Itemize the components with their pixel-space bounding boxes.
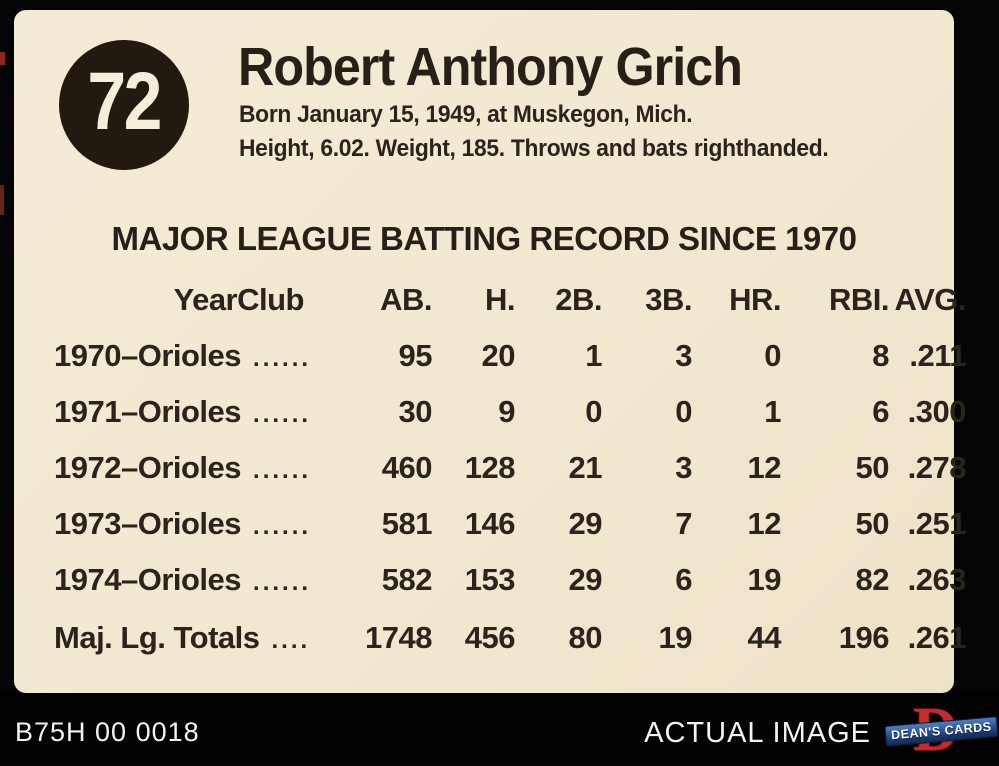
- cell-rbi: 8: [872, 338, 889, 373]
- scan-artifact: [0, 185, 4, 215]
- batting-record-table: YearClub AB. H. 2B. 3B. HR. RBI. AVG. 19…: [54, 264, 967, 656]
- cell-hr: 12: [747, 506, 782, 541]
- card-number-badge: 72: [59, 40, 189, 170]
- cell-year-club: 1971–Orioles......: [54, 374, 308, 430]
- cell-hr: 44: [747, 620, 782, 655]
- cell-3b: 6: [675, 562, 692, 597]
- cell-h: 153: [464, 562, 516, 597]
- cell-hr: 12: [747, 450, 782, 485]
- leader-dots: ......: [253, 457, 312, 484]
- cell-totals-label: Maj. Lg. Totals....: [54, 598, 307, 656]
- header-year-club: YearClub: [54, 264, 305, 318]
- cell-ab: 460: [381, 450, 433, 485]
- leader-dots: ......: [253, 401, 312, 428]
- header-avg: AVG.: [894, 282, 967, 317]
- cell-h: 146: [464, 506, 516, 541]
- year-club-text: 1974–Orioles: [54, 562, 242, 597]
- cell-year-club: 1970–Orioles......: [54, 318, 308, 374]
- header-club: Club: [237, 282, 304, 317]
- table-header-row: YearClub AB. H. 2B. 3B. HR. RBI. AVG.: [54, 264, 967, 318]
- bio-line-born: Born January 15, 1949, at Muskegon, Mich…: [239, 101, 693, 128]
- scan-artifact: [0, 52, 5, 65]
- cell-3b: 7: [675, 506, 692, 541]
- cell-avg: .300: [907, 394, 967, 429]
- cell-h: 9: [498, 394, 515, 429]
- cell-rbi: 50: [855, 506, 890, 541]
- bio-line-height-weight: Height, 6.02. Weight, 185. Throws and ba…: [239, 135, 829, 162]
- totals-label-text: Maj. Lg. Totals: [54, 620, 260, 655]
- deans-cards-logo: D DEAN'S CARDS: [884, 696, 999, 764]
- batting-record-title: MAJOR LEAGUE BATTING RECORD SINCE 1970: [111, 220, 858, 257]
- header-hr: HR.: [729, 282, 781, 317]
- year-club-text: 1972–Orioles: [54, 450, 242, 485]
- table-row: 1973–Orioles...... 581 146 29 7 12 50 .2…: [54, 486, 967, 542]
- leader-dots: ......: [253, 345, 312, 372]
- actual-image-watermark: ACTUAL IMAGE: [644, 717, 871, 749]
- cell-rbi: 50: [855, 450, 890, 485]
- serial-number: B75H 00 0018: [15, 717, 200, 747]
- cell-avg: .261: [907, 620, 967, 655]
- card-scan: 72 Robert Anthony Grich Born January 15,…: [14, 10, 967, 693]
- cell-ab: 1748: [365, 620, 432, 655]
- player-name: Robert Anthony Grich: [238, 37, 743, 97]
- header-2b: 2B.: [555, 282, 602, 317]
- table-row: 1970–Orioles...... 95 20 1 3 0 8 .211: [54, 318, 967, 374]
- cell-3b: 3: [675, 338, 692, 373]
- scan-footer-bar: B75H 00 0018 ACTUAL IMAGE D DEAN'S CARDS: [0, 693, 999, 764]
- cell-year-club: 1973–Orioles......: [54, 486, 308, 542]
- cell-avg: .251: [907, 506, 967, 541]
- cell-year-club: 1974–Orioles......: [54, 542, 308, 598]
- cell-rbi: 6: [872, 394, 889, 429]
- cell-3b: 0: [675, 394, 692, 429]
- cell-ab: 581: [381, 506, 433, 541]
- header-h: H.: [485, 282, 516, 317]
- totals-row: Maj. Lg. Totals.... 1748 456 80 19 44 19…: [54, 598, 967, 656]
- cell-hr: 0: [764, 338, 781, 373]
- cell-2b: 21: [568, 450, 603, 485]
- header-year: Year: [173, 282, 238, 317]
- cell-avg: .263: [907, 562, 967, 597]
- cell-rbi: 196: [838, 620, 890, 655]
- leader-dots: ......: [253, 513, 312, 540]
- cell-year-club: 1972–Orioles......: [54, 430, 308, 486]
- cell-h: 128: [464, 450, 516, 485]
- player-bio: Born January 15, 1949, at Muskegon, Mich…: [239, 98, 829, 166]
- cell-hr: 19: [747, 562, 782, 597]
- header-3b: 3B.: [645, 282, 692, 317]
- header-ab: AB.: [380, 282, 432, 317]
- table-row: 1971–Orioles...... 30 9 0 0 1 6 .300: [54, 374, 967, 430]
- cell-h: 20: [481, 338, 516, 373]
- cell-h: 456: [464, 620, 516, 655]
- cell-rbi: 82: [855, 562, 890, 597]
- year-club-text: 1971–Orioles: [54, 394, 242, 429]
- cell-3b: 3: [675, 450, 692, 485]
- year-club-text: 1970–Orioles: [54, 338, 242, 373]
- table-row: 1972–Orioles...... 460 128 21 3 12 50 .2…: [54, 430, 967, 486]
- cell-2b: 1: [585, 338, 602, 373]
- leader-dots: ....: [271, 627, 311, 654]
- header-rbi: RBI.: [829, 282, 890, 317]
- cell-ab: 95: [398, 338, 433, 373]
- cell-avg: .211: [909, 338, 966, 373]
- leader-dots: ......: [253, 569, 312, 596]
- cell-2b: 29: [568, 506, 603, 541]
- cell-avg: .278: [907, 450, 967, 485]
- cell-3b: 19: [658, 620, 693, 655]
- year-club-text: 1973–Orioles: [54, 506, 242, 541]
- cell-ab: 582: [381, 562, 433, 597]
- cell-2b: 80: [568, 620, 603, 655]
- cell-ab: 30: [398, 394, 433, 429]
- table-row: 1974–Orioles...... 582 153 29 6 19 82 .2…: [54, 542, 967, 598]
- cell-2b: 0: [585, 394, 602, 429]
- cell-2b: 29: [568, 562, 603, 597]
- card-number: 72: [87, 56, 163, 147]
- cell-hr: 1: [764, 394, 781, 429]
